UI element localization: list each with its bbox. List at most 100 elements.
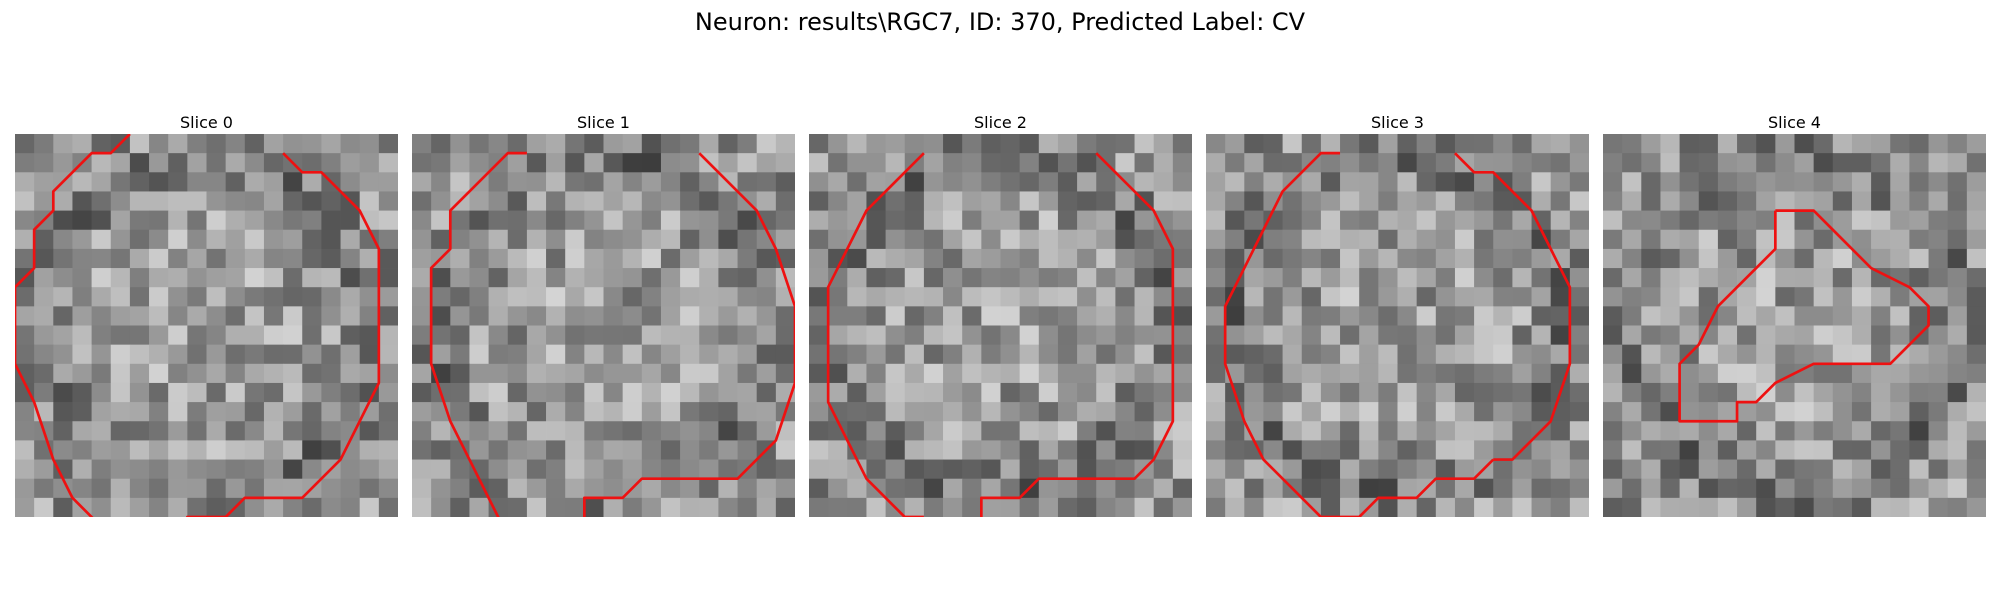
image-pixel <box>1057 325 1078 346</box>
image-pixel <box>1038 306 1059 326</box>
image-pixel <box>809 268 829 288</box>
image-pixel <box>1813 440 1834 460</box>
image-pixel <box>603 382 624 403</box>
image-pixel <box>1966 191 1986 211</box>
image-pixel <box>244 191 265 211</box>
image-pixel <box>1947 344 1968 365</box>
image-pixel <box>809 172 829 192</box>
image-pixel <box>1172 229 1192 250</box>
image-pixel <box>283 172 303 192</box>
image-pixel <box>378 229 398 250</box>
image-pixel <box>1717 153 1738 173</box>
image-pixel <box>962 229 982 250</box>
image-pixel <box>1134 210 1155 231</box>
image-pixel <box>1660 344 1680 365</box>
image-pixel <box>53 440 73 460</box>
image-pixel <box>1397 402 1418 422</box>
image-pixel <box>225 440 246 460</box>
image-pixel <box>1019 268 1040 288</box>
image-pixel <box>187 268 207 288</box>
image-pixel <box>244 229 265 250</box>
image-pixel <box>1038 363 1059 384</box>
image-pixel <box>1737 172 1757 192</box>
image-pixel <box>1622 134 1642 154</box>
image-pixel <box>412 248 432 269</box>
image-pixel <box>718 402 738 422</box>
image-pixel <box>1244 421 1264 441</box>
image-pixel <box>1340 382 1360 403</box>
image-pixel <box>809 191 829 211</box>
image-pixel <box>1282 459 1303 480</box>
image-pixel <box>1263 134 1283 154</box>
image-pixel <box>1698 478 1719 499</box>
image-pixel <box>680 248 700 269</box>
image-pixel <box>225 172 246 192</box>
image-pixel <box>412 478 432 499</box>
image-pixel <box>1397 363 1418 384</box>
image-pixel <box>340 440 361 460</box>
image-pixel <box>1359 287 1379 307</box>
image-pixel <box>1172 421 1192 441</box>
image-pixel <box>1359 134 1379 154</box>
image-pixel <box>828 344 848 365</box>
image-pixel <box>1359 363 1379 384</box>
image-pixel <box>1397 497 1418 517</box>
image-pixel <box>1947 287 1968 307</box>
image-pixel <box>584 287 604 307</box>
image-pixel <box>1474 478 1494 499</box>
image-pixel <box>847 134 867 154</box>
image-pixel <box>1641 382 1661 403</box>
image-pixel <box>546 325 566 346</box>
image-pixel <box>847 497 867 517</box>
image-pixel <box>1301 363 1322 384</box>
image-pixel <box>1038 248 1059 269</box>
image-pixel <box>72 382 92 403</box>
image-pixel <box>149 497 169 517</box>
image-pixel <box>1871 306 1891 326</box>
image-pixel <box>168 363 188 384</box>
image-pixel <box>1660 421 1680 441</box>
image-pixel <box>1531 306 1552 326</box>
image-pixel <box>53 306 73 326</box>
image-pixel <box>488 402 509 422</box>
image-pixel <box>378 363 398 384</box>
image-pixel <box>1512 459 1532 480</box>
image-pixel <box>962 402 982 422</box>
image-pixel <box>1378 402 1398 422</box>
image-pixel <box>1641 191 1661 211</box>
image-pixel <box>1890 497 1910 517</box>
image-pixel <box>546 363 566 384</box>
image-pixel <box>206 497 227 517</box>
image-pixel <box>53 344 73 365</box>
slice-panel-0: Slice 0 <box>15 112 398 517</box>
image-pixel <box>1038 382 1059 403</box>
image-pixel <box>1813 344 1834 365</box>
image-pixel <box>469 440 489 460</box>
image-pixel <box>263 153 284 173</box>
image-pixel <box>885 344 906 365</box>
image-pixel <box>526 306 547 326</box>
image-pixel <box>565 402 585 422</box>
image-pixel <box>603 497 624 517</box>
image-pixel <box>412 459 432 480</box>
image-pixel <box>1057 229 1078 250</box>
image-pixel <box>1435 248 1456 269</box>
image-pixel <box>340 344 361 365</box>
image-pixel <box>1134 172 1155 192</box>
image-pixel <box>866 268 886 288</box>
image-pixel <box>225 402 246 422</box>
image-pixel <box>1569 268 1589 288</box>
image-pixel <box>1737 210 1757 231</box>
image-pixel <box>962 478 982 499</box>
image-pixel <box>1077 306 1097 326</box>
image-pixel <box>263 382 284 403</box>
image-pixel <box>1454 287 1475 307</box>
image-pixel <box>1057 248 1078 269</box>
image-pixel <box>412 210 432 231</box>
image-pixel <box>53 210 73 231</box>
image-pixel <box>225 344 246 365</box>
image-pixel <box>1359 153 1379 173</box>
image-pixel <box>168 478 188 499</box>
image-pixel <box>584 306 604 326</box>
image-pixel <box>53 248 73 269</box>
